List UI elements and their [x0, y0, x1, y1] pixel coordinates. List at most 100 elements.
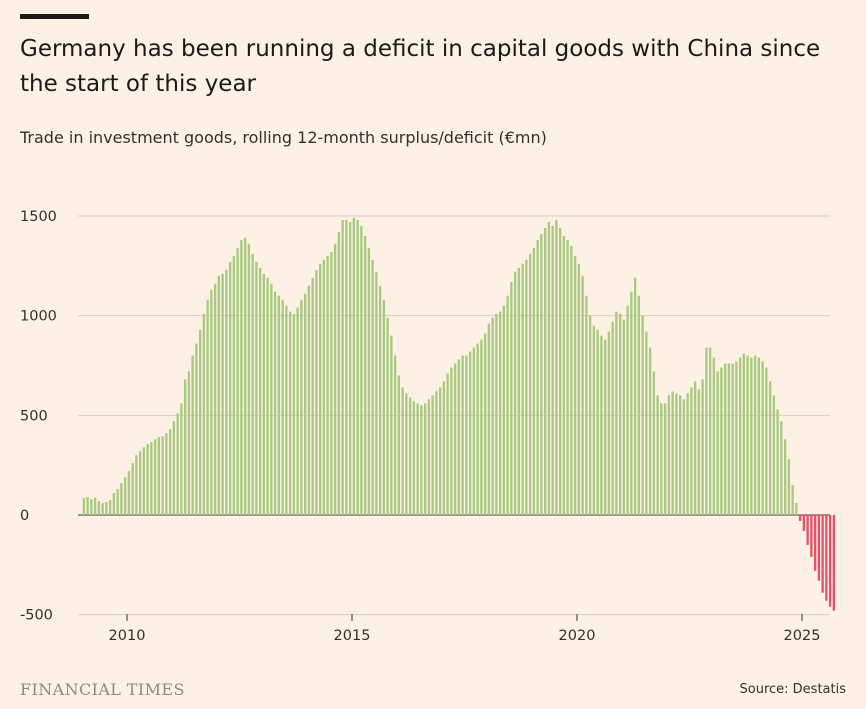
- bar: [408, 397, 412, 515]
- bar: [183, 379, 187, 515]
- bar: [255, 261, 258, 515]
- bar: [753, 355, 757, 515]
- y-tick-label: 500: [20, 408, 48, 424]
- bar: [348, 221, 352, 516]
- bar: [405, 393, 408, 515]
- bar: [536, 239, 539, 516]
- x-tick-label: 2025: [784, 628, 821, 644]
- bar: [172, 421, 176, 515]
- bar: [502, 305, 506, 515]
- bar: [300, 299, 303, 515]
- bar: [105, 502, 108, 515]
- bar: [543, 227, 547, 515]
- bar: [821, 515, 824, 593]
- bar: [397, 375, 401, 515]
- bar: [472, 347, 476, 515]
- bar: [828, 515, 832, 607]
- bar: [307, 285, 311, 515]
- bar: [225, 269, 228, 515]
- bar: [765, 367, 768, 515]
- bar: [600, 335, 603, 515]
- bar: [517, 267, 521, 515]
- bar: [131, 463, 134, 515]
- bar: [596, 329, 599, 515]
- bar: [682, 399, 686, 515]
- bar: [513, 271, 517, 515]
- y-tick-label: -500: [20, 608, 53, 624]
- bar: [738, 357, 742, 515]
- bar: [288, 311, 292, 515]
- bar: [221, 273, 224, 515]
- bar: [480, 339, 483, 515]
- bar: [90, 499, 93, 515]
- bar: [633, 277, 637, 515]
- bar: [258, 267, 262, 515]
- bar: [723, 363, 727, 515]
- bar: [645, 331, 648, 515]
- bar: [825, 515, 828, 601]
- bar: [757, 357, 761, 515]
- bar: [652, 371, 656, 515]
- bar: [82, 498, 86, 515]
- bar: [93, 497, 97, 515]
- bar: [577, 263, 581, 515]
- bar: [217, 275, 221, 515]
- bar: [446, 373, 449, 515]
- bar: [202, 313, 206, 515]
- bar: [487, 323, 491, 515]
- bar: [390, 335, 393, 515]
- bar: [690, 387, 693, 515]
- bar: [678, 395, 682, 515]
- bar: [768, 381, 772, 515]
- bar: [697, 389, 701, 515]
- bar: [412, 401, 416, 515]
- axes: 1500 1000 500 0 -500 2010 2015 2020 2025: [20, 209, 820, 644]
- bar: [798, 515, 802, 521]
- bar: [435, 391, 438, 515]
- bar: [101, 503, 104, 515]
- bar: [352, 217, 356, 516]
- bar: [476, 343, 479, 515]
- bar: [776, 409, 779, 515]
- bar: [622, 319, 626, 515]
- bar: [510, 281, 513, 515]
- bar: [630, 291, 633, 515]
- ft-top-rule: [20, 14, 89, 19]
- bar: [750, 357, 753, 515]
- bar: [382, 299, 386, 515]
- bar: [420, 405, 423, 515]
- bar: [671, 391, 674, 515]
- bar: [791, 485, 794, 515]
- bar: [146, 444, 149, 515]
- bar: [176, 413, 179, 515]
- bar: [607, 331, 611, 515]
- bar: [641, 315, 644, 515]
- bar: [198, 329, 202, 515]
- bar: [341, 219, 344, 516]
- bar: [693, 381, 697, 515]
- bar: [675, 393, 678, 515]
- bar: [97, 501, 101, 515]
- bar: [787, 459, 791, 515]
- bar: [337, 231, 341, 515]
- bar: [431, 395, 434, 515]
- bar: [817, 515, 821, 581]
- bar: [783, 439, 787, 515]
- bar: [461, 355, 464, 515]
- bar: [273, 291, 277, 515]
- bar: [108, 500, 112, 515]
- bar: [356, 219, 359, 516]
- bar: [720, 367, 723, 515]
- bar: [656, 395, 659, 515]
- bar: [270, 283, 273, 515]
- x-tick-label: 2015: [334, 628, 371, 644]
- bar: [386, 317, 389, 515]
- bar: [813, 515, 817, 571]
- bar: [371, 259, 374, 515]
- bar: [731, 363, 734, 515]
- bar: [333, 243, 337, 515]
- bar: [528, 253, 532, 515]
- bar: [465, 355, 468, 515]
- bar: [281, 299, 284, 515]
- bar: [611, 321, 614, 515]
